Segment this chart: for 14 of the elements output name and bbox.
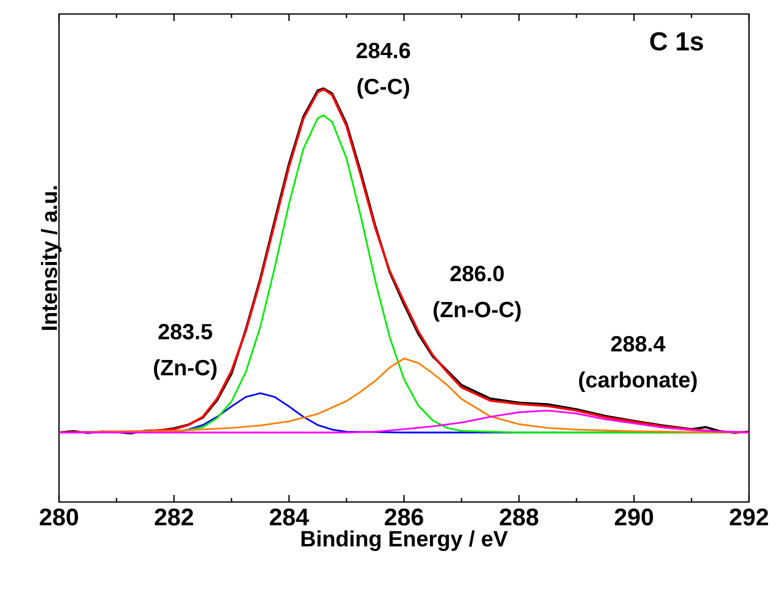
text: C 1s bbox=[650, 32, 703, 51]
x-tick-label: 292 bbox=[730, 508, 768, 526]
y-axis-title: Intensity / a.u. bbox=[40, 186, 62, 330]
x-tick-label: 282 bbox=[154, 508, 194, 526]
x-tick-label: 290 bbox=[614, 508, 654, 526]
annotation: 286.0 (Zn-O-C) bbox=[434, 266, 521, 322]
annotation: 288.4 (carbonate) bbox=[579, 336, 697, 392]
annotation: 283.5 (Zn-C) bbox=[154, 324, 217, 380]
x-tick-label: 288 bbox=[500, 508, 538, 526]
annotation: 284.6 (C-C) bbox=[356, 42, 410, 99]
x-tick-label: 284 bbox=[270, 508, 309, 526]
x-tick-label: 280 bbox=[40, 508, 78, 526]
x-axis-title: Binding Energy / eV bbox=[302, 530, 508, 551]
x-tick-label: 286 bbox=[384, 508, 424, 526]
